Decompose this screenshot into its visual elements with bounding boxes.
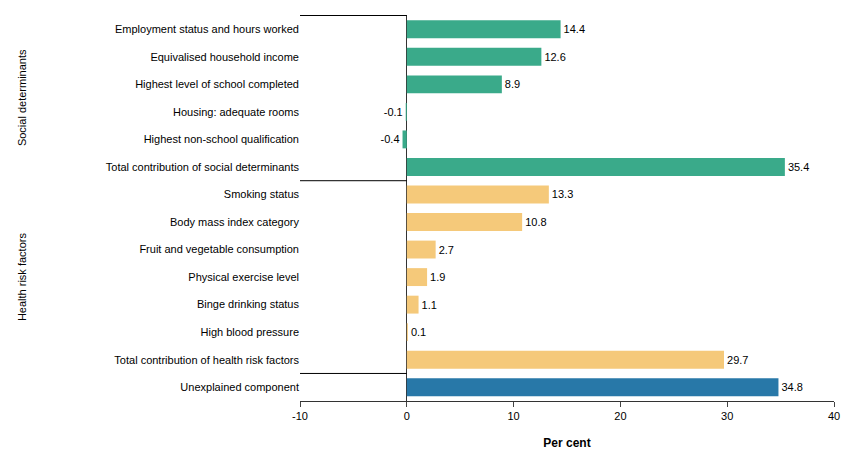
svg-text:Equivalised household income: Equivalised household income (150, 51, 299, 63)
svg-text:1.9: 1.9 (430, 271, 445, 283)
svg-text:30: 30 (721, 410, 733, 422)
svg-text:Physical exercise level: Physical exercise level (188, 271, 299, 283)
svg-text:Total contribution of social d: Total contribution of social determinant… (106, 161, 300, 173)
svg-text:Health risk factors: Health risk factors (16, 233, 28, 322)
svg-text:Social determinants: Social determinants (16, 49, 28, 146)
svg-text:Housing: adequate rooms: Housing: adequate rooms (173, 106, 299, 118)
svg-text:0.1: 0.1 (411, 326, 426, 338)
svg-text:Highest level of school comple: Highest level of school completed (135, 78, 299, 90)
svg-text:29.7: 29.7 (727, 354, 748, 366)
svg-text:High blood pressure: High blood pressure (201, 326, 299, 338)
svg-text:Employment status and hours wo: Employment status and hours worked (115, 23, 299, 35)
svg-text:10: 10 (507, 410, 519, 422)
svg-text:8.9: 8.9 (505, 78, 520, 90)
svg-text:Binge drinking status: Binge drinking status (197, 298, 300, 310)
svg-text:-0.4: -0.4 (381, 133, 400, 145)
svg-text:34.8: 34.8 (781, 381, 802, 393)
svg-text:13.3: 13.3 (552, 188, 573, 200)
svg-text:Body mass index category: Body mass index category (170, 216, 300, 228)
svg-text:14.4: 14.4 (564, 23, 585, 35)
svg-text:1.1: 1.1 (422, 299, 437, 311)
svg-text:40: 40 (828, 410, 840, 422)
svg-text:20: 20 (614, 410, 626, 422)
svg-text:Highest non-school qualificati: Highest non-school qualification (144, 133, 299, 145)
svg-text:Total contribution of health r: Total contribution of health risk factor… (114, 354, 299, 366)
svg-text:Per cent: Per cent (543, 436, 590, 450)
svg-text:12.6: 12.6 (544, 51, 565, 63)
svg-text:-0.1: -0.1 (384, 106, 403, 118)
svg-text:-10: -10 (292, 410, 308, 422)
svg-text:Smoking status: Smoking status (224, 188, 300, 200)
svg-text:0: 0 (404, 410, 410, 422)
svg-text:Unexplained component: Unexplained component (180, 381, 299, 393)
svg-text:Fruit and vegetable consumptio: Fruit and vegetable consumption (139, 243, 299, 255)
svg-text:35.4: 35.4 (788, 161, 809, 173)
svg-text:2.7: 2.7 (439, 244, 454, 256)
svg-text:10.8: 10.8 (525, 216, 546, 228)
